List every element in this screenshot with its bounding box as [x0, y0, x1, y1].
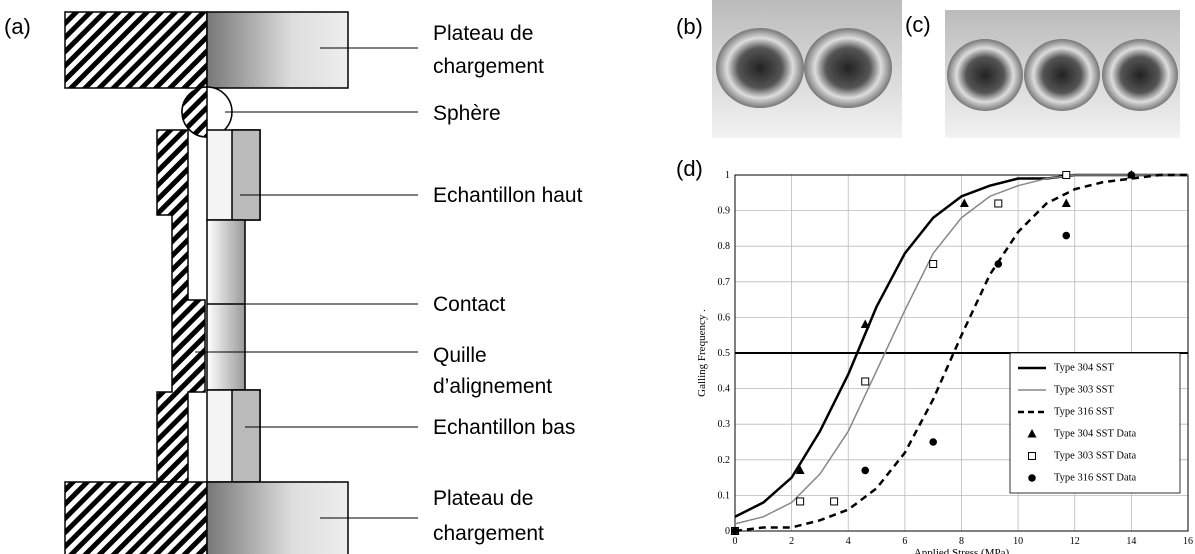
- photo-b: [712, 0, 902, 138]
- alignment-pin: [156, 129, 206, 483]
- panel-label: (b): [676, 14, 703, 39]
- x-tick-label: 10: [1013, 536, 1023, 547]
- top-plate: [206, 11, 349, 89]
- x-tick-label: 6: [902, 536, 907, 547]
- leader-lines: [195, 47, 418, 519]
- y-tick-label: 0.1: [718, 490, 731, 501]
- label: Quille: [433, 344, 487, 367]
- marker: [994, 199, 1003, 208]
- bottom-plate-hatch: [64, 481, 208, 554]
- marker: [1061, 198, 1071, 207]
- y-tick-label: 0: [725, 526, 730, 537]
- y-tick-label: 0.6: [718, 312, 731, 323]
- legend-label: Type 316 SST: [1054, 406, 1115, 417]
- y-tick-label: 0.8: [718, 241, 731, 252]
- label: Echantillon bas: [433, 416, 575, 439]
- marker: [795, 465, 805, 474]
- upper-sample-edge: [231, 129, 261, 221]
- sphere-half: [181, 86, 208, 138]
- x-tick-label: 14: [1126, 536, 1136, 547]
- marker: [830, 497, 839, 506]
- marker: [1062, 171, 1071, 179]
- label: chargement: [433, 522, 544, 545]
- label: Plateau de: [433, 22, 533, 45]
- label: chargement: [433, 55, 544, 78]
- marker: [1062, 231, 1071, 240]
- legend-label: Type 303 SST: [1054, 384, 1115, 395]
- y-tick-label: 0.9: [718, 206, 731, 217]
- legend-label: Type 304 SST: [1054, 362, 1115, 373]
- marker: [959, 198, 969, 207]
- y-tick-label: 1: [725, 170, 730, 181]
- x-tick-label: 16: [1183, 536, 1193, 547]
- legend-label: Type 304 SST Data: [1054, 428, 1137, 439]
- legend-swatch: [1028, 452, 1036, 460]
- marker: [861, 377, 870, 386]
- marker: [929, 438, 937, 446]
- panel-label: (c): [905, 12, 931, 37]
- legend-box: [1009, 352, 1181, 494]
- marker: [1127, 171, 1136, 179]
- label: Plateau de: [433, 487, 533, 510]
- legend-label: Type 316 SST Data: [1054, 472, 1137, 483]
- legend-swatch: [1027, 429, 1037, 438]
- lower-sample-edge: [231, 389, 261, 483]
- legend-label: Type 303 SST Data: [1054, 450, 1137, 461]
- x-tick-label: 0: [733, 536, 738, 547]
- label: Sphère: [433, 102, 501, 125]
- cylinder: [206, 219, 246, 391]
- marker: [796, 497, 805, 506]
- chart: 00.10.20.30.40.50.60.70.80.910 2 4 6 8 10 12 14…: [696, 170, 1193, 554]
- x-tick-label: 12: [1070, 536, 1080, 547]
- y-axis-label: Galling Frequency .: [696, 309, 708, 397]
- x-tick-label: 2: [789, 536, 794, 547]
- label: Echantillon haut: [433, 184, 583, 207]
- top-plate-hatch: [64, 11, 208, 89]
- x-tick-label: 4: [846, 536, 851, 547]
- y-tick-label: 0.3: [718, 419, 731, 430]
- x-tick-label: 8: [959, 536, 964, 547]
- y-tick-label: 0.7: [718, 277, 731, 288]
- y-tick-label: 0.4: [718, 384, 731, 395]
- y-tick-label: 0.5: [718, 348, 731, 359]
- marker: [861, 466, 870, 475]
- x-axis-label: Applied Stress (MPa): [914, 547, 1010, 554]
- curve: [734, 173, 1188, 533]
- marker: [929, 260, 938, 268]
- y-tick-label: 0.2: [718, 455, 731, 466]
- marker: [731, 527, 739, 535]
- diagram: [64, 11, 418, 554]
- photo-c: [945, 10, 1180, 138]
- label: d’alignement: [433, 375, 552, 398]
- label: Contact: [433, 293, 506, 316]
- panel-label: (a): [4, 14, 31, 39]
- panel-label: (d): [676, 156, 703, 181]
- legend-swatch: [1028, 474, 1036, 482]
- diagram-labels: Plateau de chargement Sphère Echantillon…: [433, 22, 583, 545]
- curve: [734, 174, 1188, 525]
- marker: [860, 319, 870, 329]
- marker: [994, 260, 1003, 268]
